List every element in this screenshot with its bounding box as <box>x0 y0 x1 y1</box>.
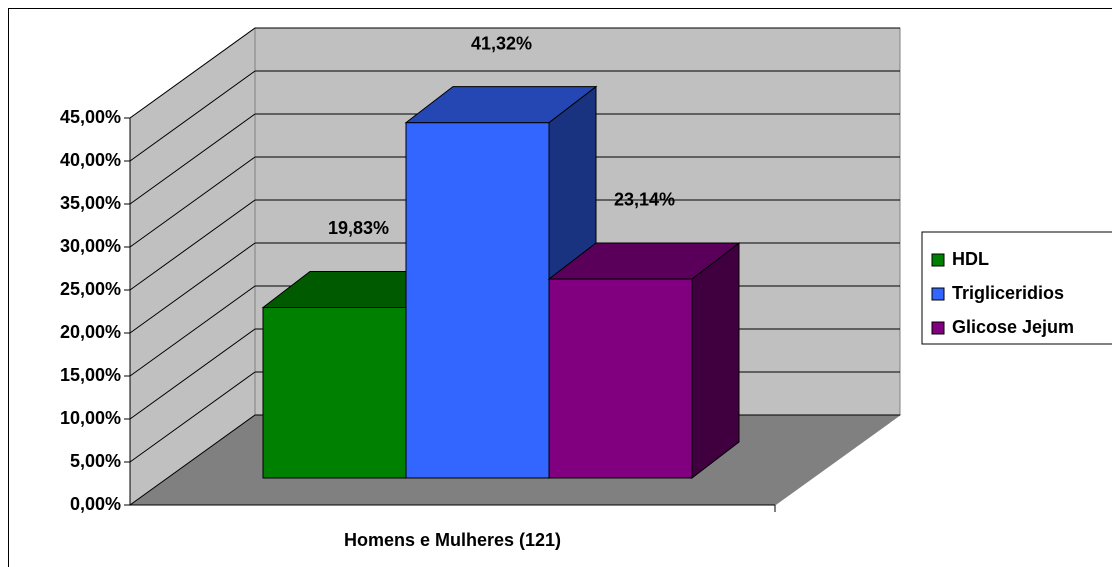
legend-swatch <box>931 321 945 335</box>
bar <box>262 306 407 479</box>
grid-line <box>129 199 256 291</box>
bar-top <box>547 242 741 280</box>
legend-box <box>921 231 1112 345</box>
y-tick-label: 5,00% <box>70 451 121 471</box>
y-tick-label: 30,00% <box>60 236 121 256</box>
y-tick-label: 40,00% <box>60 150 121 170</box>
grid-line <box>129 328 256 420</box>
legend-swatch <box>931 253 945 267</box>
data-label: 19,83% <box>328 218 389 238</box>
y-tick-label: 10,00% <box>60 408 121 428</box>
legend-label: HDL <box>952 249 989 269</box>
legend-label: Glicose Jejum <box>952 317 1074 337</box>
legend-swatch <box>931 287 945 301</box>
grid-line <box>129 113 256 205</box>
grid-line <box>129 285 256 377</box>
bar-top <box>404 86 598 124</box>
y-tick-label: 15,00% <box>60 365 121 385</box>
grid-line <box>129 156 256 248</box>
legend-label: Trigliceridios <box>952 283 1064 303</box>
bar <box>405 122 550 479</box>
grid-line <box>129 70 256 162</box>
y-tick-label: 45,00% <box>60 107 121 127</box>
data-label: 23,14% <box>614 190 675 210</box>
grid-line <box>129 242 256 334</box>
grid-line <box>129 414 256 506</box>
y-tick-label: 20,00% <box>60 322 121 342</box>
y-tick-label: 0,00% <box>70 494 121 514</box>
data-label: 41,32% <box>471 33 532 53</box>
x-tick-label: Homens e Mulheres (121) <box>344 530 561 550</box>
y-tick-label: 35,00% <box>60 193 121 213</box>
bar-side <box>691 241 740 480</box>
grid-line <box>129 371 256 463</box>
y-tick-label: 25,00% <box>60 279 121 299</box>
bar <box>548 278 693 479</box>
grid-line <box>129 27 256 119</box>
